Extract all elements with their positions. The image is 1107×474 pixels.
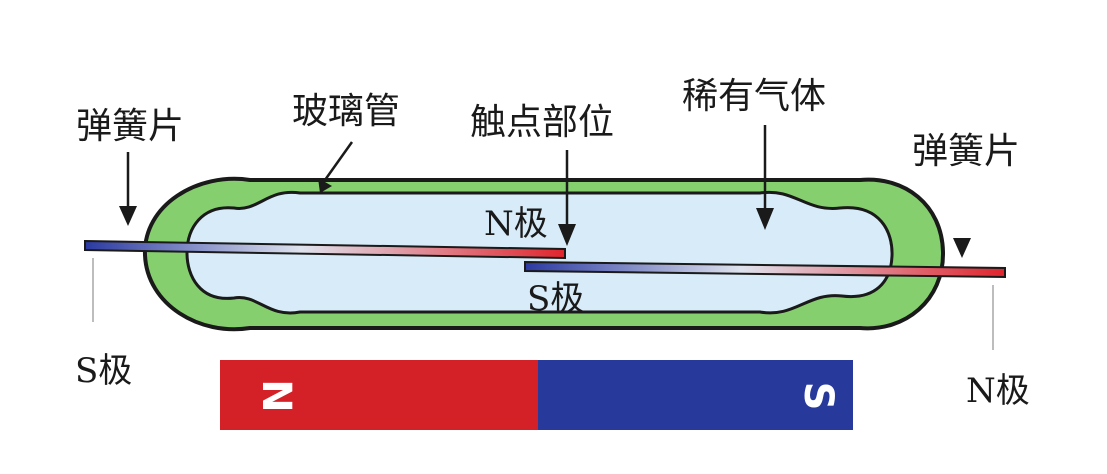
reed-right — [524, 260, 1006, 279]
label-pole-n-outside: N极 — [966, 371, 1030, 411]
label-pole-n-inside: N极 — [484, 204, 548, 244]
label-inert-gas: 稀有气体 — [682, 76, 826, 117]
label-pole-s-inside: S极 — [527, 279, 584, 319]
magnet-south-label: S — [795, 382, 841, 411]
magnet-north-label: N — [253, 379, 299, 412]
label-pole-s-outside: S极 — [75, 351, 132, 391]
label-contact-point: 触点部位 — [470, 102, 614, 143]
label-reed-right: 弹簧片 — [912, 131, 1020, 172]
magnet-north — [220, 360, 538, 430]
magnet-south — [538, 360, 853, 430]
reed-left — [84, 239, 566, 260]
label-reed-left: 弹簧片 — [76, 106, 184, 147]
label-glass-tube: 玻璃管 — [292, 91, 400, 132]
pointer-lines — [119, 125, 971, 258]
